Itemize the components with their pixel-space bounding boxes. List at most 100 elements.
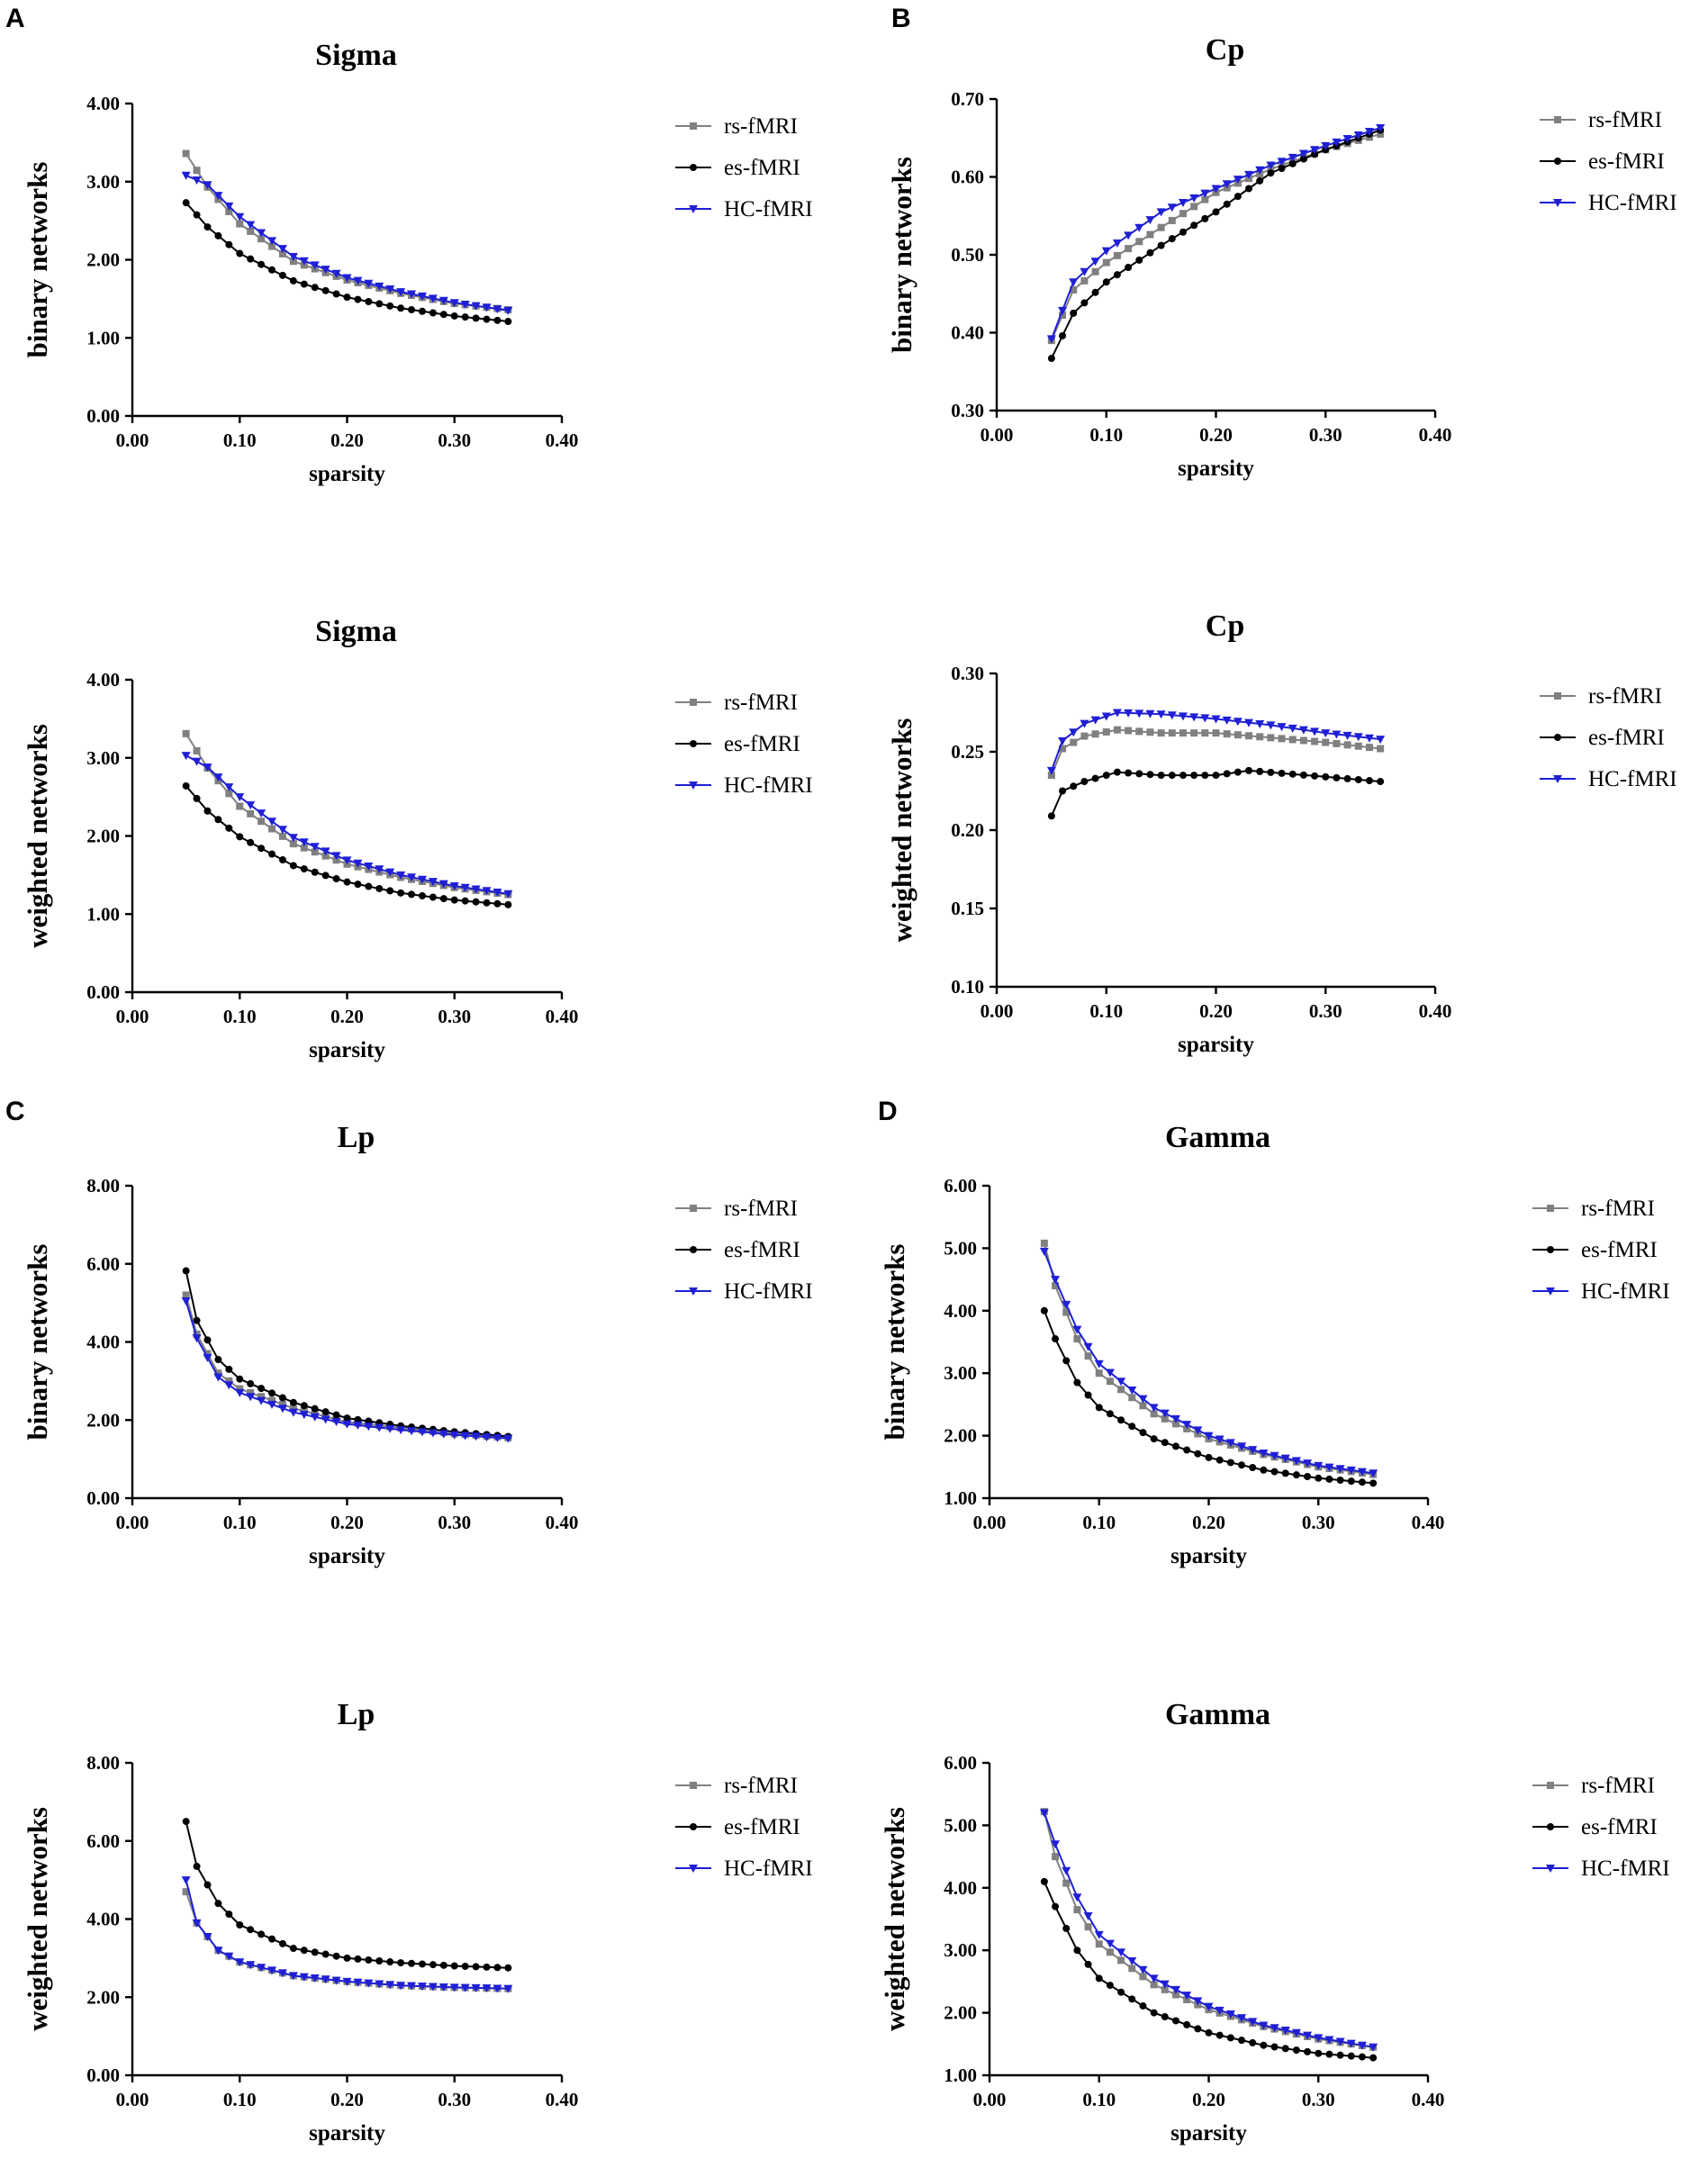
legend-label: rs-fMRI	[724, 691, 798, 715]
data-point	[343, 878, 351, 886]
panel-letter-a: A	[5, 4, 25, 33]
data-point	[1171, 1442, 1179, 1450]
data-point	[1347, 1477, 1355, 1486]
y-axis-label: binary networks	[22, 1244, 53, 1441]
data-point	[1193, 1997, 1203, 2006]
legend-entry: rs-fMRI	[1540, 108, 1662, 132]
data-point	[1245, 732, 1253, 740]
data-point	[1189, 194, 1199, 203]
data-point	[1332, 730, 1342, 739]
data-point	[385, 285, 395, 294]
data-point	[1266, 161, 1276, 170]
y-tick-label: 1.00	[86, 903, 120, 925]
series-es-fMRI	[182, 1267, 512, 1441]
data-point	[418, 891, 426, 899]
y-tick-label: 6.00	[944, 1175, 977, 1197]
data-point	[1091, 288, 1099, 296]
data-point	[1299, 771, 1307, 779]
data-point	[1113, 768, 1121, 776]
y-tick-label: 0.00	[86, 981, 120, 1003]
data-point	[397, 889, 405, 897]
data-point	[471, 1983, 481, 1992]
data-point	[407, 290, 417, 299]
data-point	[214, 816, 222, 824]
y-tick-label: 2.00	[86, 826, 120, 847]
data-point	[203, 181, 212, 190]
legend-marker	[690, 1246, 697, 1253]
data-point	[418, 307, 426, 315]
x-tick-label: 0.10	[1082, 2089, 1116, 2110]
legend-entry: es-fMRI	[675, 1815, 800, 1839]
data-point	[236, 220, 244, 228]
legend-label: es-fMRI	[1581, 1238, 1658, 1262]
legend-marker	[690, 1782, 697, 1789]
legend-label: HC-fMRI	[1588, 767, 1677, 791]
legend-entry: rs-fMRI	[1540, 684, 1662, 709]
y-tick-label: 0.25	[951, 741, 984, 763]
data-point	[1278, 735, 1286, 743]
data-point	[1084, 1352, 1092, 1360]
data-point	[247, 227, 255, 235]
series-line	[185, 152, 509, 311]
data-point	[1280, 1454, 1290, 1463]
data-point	[1292, 1471, 1300, 1479]
data-point	[461, 1962, 469, 1970]
chart-3: Sigma 0.00 1.00 2.00 3.00 4.00 0.00 0.10 0.20 0.3…	[22, 615, 813, 1062]
data-point	[1117, 1988, 1125, 1996]
data-point	[343, 1954, 351, 1962]
series-line	[185, 1879, 509, 1990]
data-point	[407, 1427, 417, 1436]
data-point	[247, 1388, 255, 1396]
data-point	[1139, 1429, 1147, 1437]
data-point	[246, 221, 256, 230]
data-point	[1157, 729, 1165, 737]
data-point	[182, 199, 190, 207]
data-point	[1336, 2051, 1344, 2059]
legend-label: es-fMRI	[1581, 1815, 1658, 1839]
data-point	[1051, 1840, 1061, 1849]
data-point	[258, 818, 266, 826]
data-point	[213, 1373, 223, 1382]
data-point	[407, 1982, 417, 1991]
data-point	[1112, 239, 1122, 248]
data-point	[471, 302, 481, 311]
data-point	[375, 865, 384, 874]
data-point	[503, 1984, 513, 1993]
data-point	[1113, 726, 1121, 734]
series-line	[185, 733, 509, 896]
data-point	[503, 1434, 513, 1443]
data-point	[375, 1423, 384, 1432]
data-point	[246, 801, 256, 810]
data-point	[386, 1958, 394, 1966]
panel-letter-d: D	[878, 1097, 898, 1126]
data-point	[342, 1977, 352, 1986]
data-point	[182, 1888, 190, 1896]
series-HC-fMRI	[1039, 1247, 1378, 1478]
x-tick-label: 0.10	[223, 2089, 257, 2110]
data-point	[1073, 1906, 1081, 1914]
data-point	[396, 288, 406, 297]
data-point	[1200, 714, 1210, 723]
x-axis-label: sparsity	[1178, 1033, 1254, 1057]
data-point	[1315, 2049, 1323, 2057]
data-point	[1204, 1432, 1214, 1441]
data-point	[224, 202, 234, 211]
y-tick-label: 6.00	[86, 1253, 120, 1275]
data-point	[1146, 771, 1154, 779]
data-point	[1377, 778, 1385, 786]
x-axis-label: sparsity	[1178, 456, 1254, 481]
chart-7: Lp 0.00 2.00 4.00 6.00 8.00 0.00 0.10 0.20 0.30 0.…	[22, 1698, 813, 2145]
data-point	[408, 306, 416, 314]
data-point	[1311, 150, 1319, 158]
data-point	[203, 763, 212, 772]
data-point	[277, 1969, 287, 1978]
data-point	[1128, 1995, 1136, 2003]
y-tick-label: 0.60	[951, 167, 984, 188]
data-point	[1150, 1981, 1158, 1989]
legend-marker	[689, 1287, 698, 1296]
data-point	[1335, 1465, 1345, 1474]
data-point	[1303, 2031, 1313, 2040]
data-point	[1149, 1404, 1159, 1413]
data-point	[1059, 787, 1067, 795]
